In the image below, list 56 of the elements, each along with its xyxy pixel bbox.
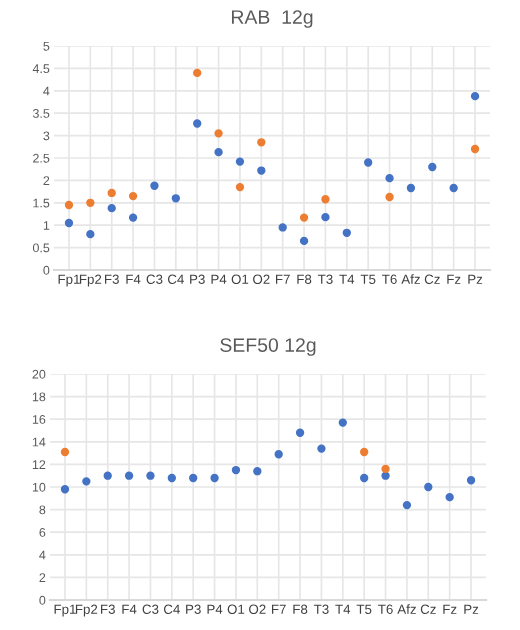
point	[338, 418, 347, 427]
point	[449, 183, 458, 193]
point	[385, 173, 394, 183]
point	[171, 194, 180, 203]
point	[124, 471, 134, 480]
point	[167, 473, 176, 483]
point	[445, 493, 454, 502]
chart-title: SEF50 12g	[220, 338, 316, 356]
point	[253, 467, 262, 476]
point	[295, 428, 305, 437]
point	[278, 223, 287, 232]
point	[466, 476, 476, 485]
point	[274, 450, 283, 459]
point	[402, 500, 412, 510]
point	[60, 447, 70, 457]
point	[428, 162, 437, 172]
point	[406, 183, 416, 193]
point	[257, 138, 266, 147]
point	[317, 444, 326, 453]
point	[193, 68, 202, 78]
point	[86, 198, 95, 207]
point	[299, 213, 309, 222]
point	[360, 447, 369, 457]
point	[424, 482, 433, 492]
point	[321, 212, 330, 222]
point	[299, 236, 309, 246]
point	[210, 473, 219, 483]
point	[381, 464, 390, 474]
point	[321, 195, 330, 204]
point	[214, 148, 223, 157]
point	[235, 157, 245, 166]
point	[128, 213, 138, 222]
point	[193, 119, 202, 128]
point	[64, 200, 74, 210]
point	[385, 192, 394, 202]
point	[470, 144, 480, 154]
point	[360, 473, 369, 483]
point	[231, 465, 241, 475]
point	[107, 204, 116, 213]
point	[107, 188, 116, 198]
point	[364, 158, 373, 167]
point	[189, 473, 198, 483]
point	[214, 129, 223, 138]
point	[146, 471, 155, 480]
point	[470, 92, 480, 101]
point	[235, 182, 245, 192]
point	[257, 166, 266, 175]
point	[82, 477, 91, 486]
point	[60, 485, 70, 494]
chart-title: RAB 12g	[231, 10, 313, 28]
point	[86, 229, 95, 239]
point	[64, 218, 74, 228]
point	[128, 191, 138, 201]
point	[342, 228, 351, 237]
point	[103, 471, 112, 480]
point	[150, 181, 159, 190]
